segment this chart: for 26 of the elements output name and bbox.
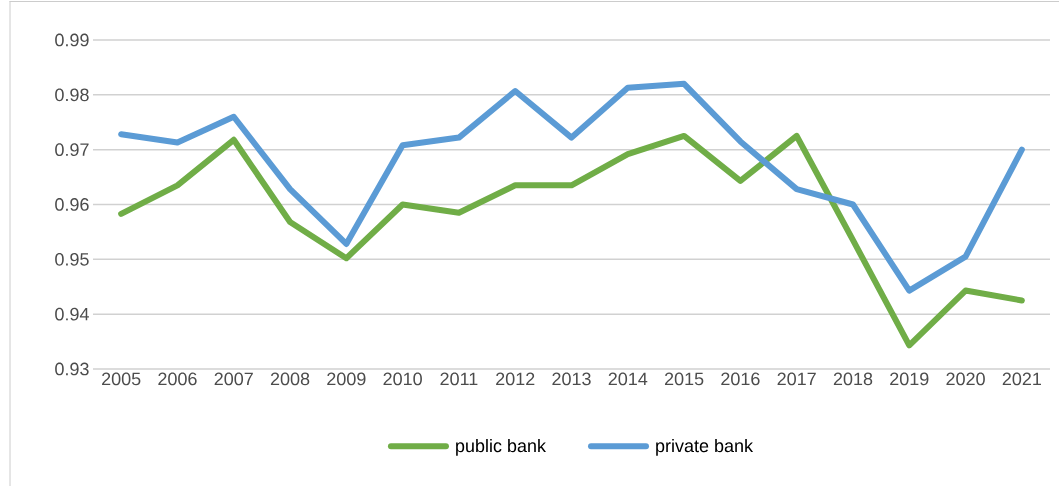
x-tick-label: 2016 [721, 372, 760, 386]
x-tick-label: 2019 [890, 372, 929, 386]
x-tick-label: 2010 [383, 372, 422, 386]
x-tick-label: 2006 [158, 372, 197, 386]
x-tick-label: 2021 [1002, 372, 1041, 386]
x-tick-label: 2005 [102, 372, 141, 386]
x-tick-label: 2017 [777, 372, 816, 386]
y-tick-label: 0.95 [55, 252, 89, 266]
y-tick-label: 0.96 [55, 198, 89, 211]
x-tick-label: 2012 [496, 372, 535, 386]
x-tick-label: 2011 [440, 372, 478, 386]
x-tick-label: 2018 [833, 372, 873, 386]
x-tick-label: 2015 [664, 372, 704, 386]
x-tick-label: 2014 [608, 372, 648, 386]
x-tick-label: 2020 [946, 372, 985, 386]
x-tick-label: 2008 [270, 372, 310, 386]
legend-label: private bank [656, 438, 754, 456]
y-tick-label: 0.98 [55, 88, 89, 102]
x-tick-label: 2007 [214, 372, 253, 386]
y-tick-label: 0.99 [55, 33, 89, 47]
x-tick-label: 2013 [552, 372, 591, 386]
legend-label: public bank [456, 438, 546, 456]
y-tick-label: 0.93 [55, 362, 89, 376]
y-tick-label: 0.97 [55, 143, 89, 157]
y-tick-label: 0.94 [55, 307, 89, 321]
x-tick-label: 2009 [327, 372, 366, 386]
